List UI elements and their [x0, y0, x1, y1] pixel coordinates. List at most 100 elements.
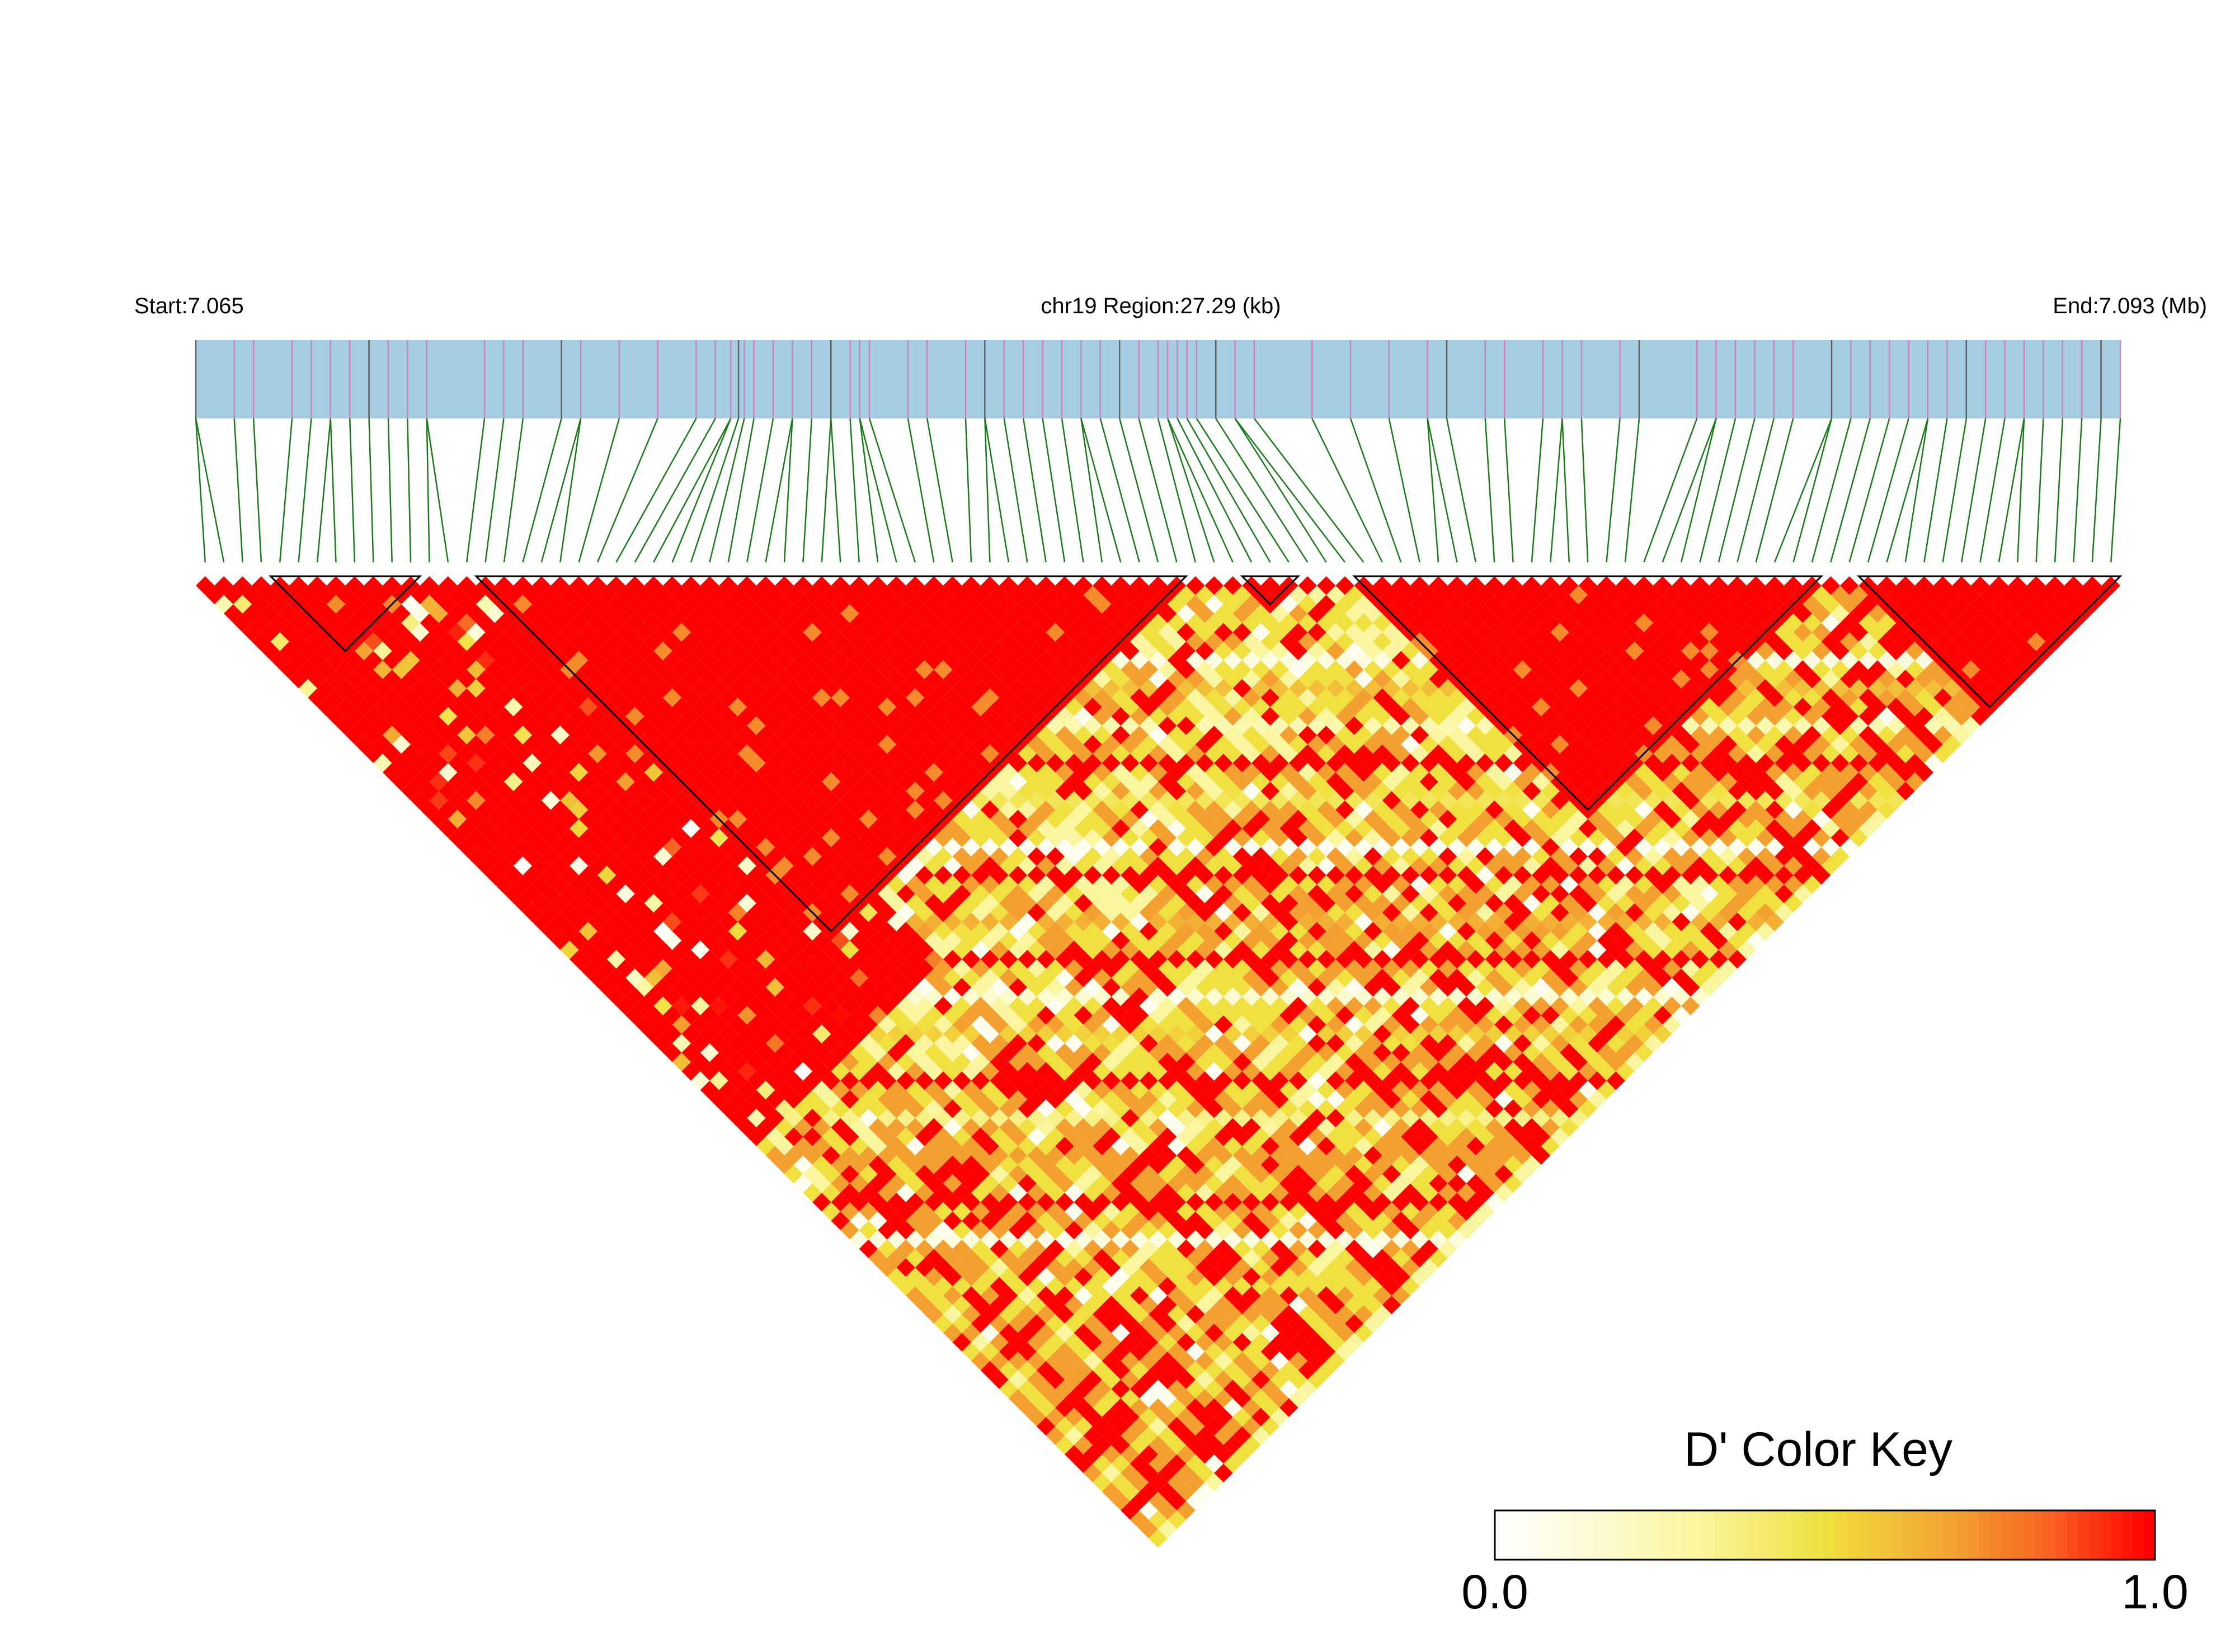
ld-cell [569, 800, 589, 820]
ld-cell [504, 772, 523, 792]
ld-cell [971, 1183, 990, 1202]
ld-cell [532, 875, 551, 894]
ld-cell [1429, 1211, 1448, 1230]
marker-connectors [195, 418, 2121, 563]
ld-cell [849, 1230, 869, 1249]
ld-cell [1260, 1155, 1280, 1174]
ld-cell [868, 1230, 887, 1249]
ld-cell [971, 1314, 990, 1333]
ld-cell [1083, 1127, 1102, 1146]
ld-cell [1279, 1118, 1298, 1137]
ld-cell [1177, 716, 1196, 735]
ld-cell [859, 735, 878, 754]
ld-cell [504, 809, 523, 829]
ld-cell [448, 735, 467, 754]
ld-cell [1111, 744, 1130, 763]
ld-cell [1186, 1473, 1205, 1492]
ld-cell [1027, 1165, 1046, 1184]
ld-cell [924, 856, 943, 876]
ld-cell [1447, 1118, 1467, 1137]
ld-cell [1279, 931, 1298, 950]
ld-cell [1438, 996, 1457, 1015]
ld-cell [999, 1193, 1018, 1212]
ld-cell [775, 893, 794, 913]
ld-cell [1223, 1454, 1243, 1474]
ld-cell [859, 959, 878, 978]
ld-cell [504, 641, 523, 661]
ld-cell [1242, 856, 1261, 876]
ld-triangle [196, 576, 2120, 1548]
ld-cell [653, 716, 672, 735]
ld-cell [1018, 576, 1037, 595]
ld-cell [1195, 754, 1215, 773]
ld-cell [1093, 1267, 1112, 1287]
ld-cell [1466, 1174, 1485, 1193]
ld-cell [1298, 987, 1317, 1006]
ld-cell [1391, 1006, 1410, 1025]
ld-cell [1363, 1052, 1382, 1072]
ld-cell [1307, 1202, 1326, 1221]
ld-cell [569, 893, 589, 913]
ld-cell [756, 912, 775, 931]
ld-cell [1195, 1127, 1215, 1146]
ld-cell [1382, 978, 1401, 997]
ld-cell [550, 763, 570, 782]
ld-cell [775, 1006, 794, 1025]
ld-cell [924, 651, 943, 670]
ld-cell [1560, 1099, 1579, 1118]
ld-cell [1223, 987, 1243, 1006]
ld-cell [756, 1024, 775, 1043]
ld-cell [943, 1155, 962, 1174]
ld-cell [354, 679, 374, 698]
ld-cell [1046, 1052, 1065, 1072]
ld-cell [803, 641, 822, 661]
ld-cell [457, 819, 476, 838]
ld-cell [691, 1015, 710, 1034]
marker-connector-line [859, 418, 897, 563]
ld-cell [1186, 1080, 1205, 1100]
ld-cell [1363, 996, 1382, 1015]
ld-cell [1065, 1239, 1084, 1259]
ld-cell [756, 987, 775, 1006]
ld-cell [1130, 744, 1149, 763]
ld-cell [1307, 1165, 1326, 1184]
ld-cell [569, 651, 589, 670]
ld-cell [1401, 1183, 1420, 1202]
ld-cell [1130, 651, 1149, 670]
ld-cell [924, 763, 943, 782]
ld-cell [990, 1314, 1009, 1333]
ld-cell [1354, 1136, 1373, 1156]
ld-cell [1027, 828, 1046, 848]
ld-cell [775, 1099, 794, 1118]
ld-cell [962, 875, 981, 894]
ld-cell [1008, 847, 1028, 866]
ld-cell [1270, 940, 1289, 959]
ld-cell [943, 968, 962, 987]
marker-connector-line [387, 418, 393, 563]
ld-cell [1251, 1408, 1271, 1427]
ld-cell [1111, 1305, 1130, 1324]
ld-cell [1195, 884, 1215, 903]
ld-cell [1065, 1370, 1084, 1389]
ld-cell [1344, 1277, 1364, 1296]
ld-cell [1447, 1043, 1467, 1062]
ld-cell [756, 763, 775, 782]
ld-cell [859, 1221, 878, 1240]
ld-cell [523, 716, 542, 735]
ld-cell [1363, 903, 1382, 922]
ld-cell [1158, 1258, 1177, 1277]
ld-cell [550, 875, 570, 894]
ld-cell [943, 837, 962, 856]
ld-cell [990, 884, 1009, 903]
ld-cell [1036, 576, 1056, 595]
ld-cell [1307, 1183, 1326, 1202]
ld-cell [326, 613, 346, 633]
ld-cell [1046, 623, 1065, 642]
ld-cell [775, 782, 794, 801]
ld-cell [1260, 1323, 1280, 1343]
ld-cell [1326, 1034, 1345, 1053]
ld-cell [1260, 987, 1280, 1006]
ld-cell [1008, 1258, 1028, 1277]
ld-cell [1204, 1286, 1224, 1305]
ld-cell [1177, 698, 1196, 717]
